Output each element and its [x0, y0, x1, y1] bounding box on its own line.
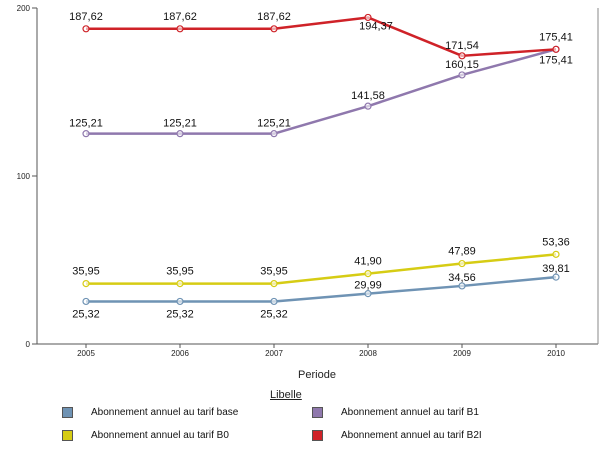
data-point — [176, 280, 184, 288]
data-point — [82, 280, 90, 288]
data-point — [458, 259, 466, 268]
data-label: 25,32 — [166, 308, 194, 320]
data-label: 53,36 — [542, 236, 570, 248]
data-point — [364, 270, 372, 278]
y-tick-label: 200 — [17, 4, 31, 13]
data-label: 187,62 — [163, 11, 197, 23]
data-point — [458, 71, 466, 79]
data-label: 160,15 — [445, 59, 479, 71]
data-label: 34,56 — [448, 272, 476, 284]
data-label: 25,32 — [260, 308, 288, 320]
data-label: 41,90 — [354, 256, 382, 268]
data-label: 35,95 — [260, 266, 288, 278]
data-point — [364, 290, 372, 298]
data-label: 171,54 — [445, 40, 479, 52]
y-tick-label: 100 — [17, 172, 31, 181]
data-point — [458, 52, 466, 60]
legend-swatch-b2i — [312, 429, 323, 441]
data-label: 29,99 — [354, 280, 382, 292]
data-label: 35,95 — [72, 266, 100, 278]
legend-item-b2i: Abonnement annuel au tarif B2I — [312, 428, 482, 442]
data-point — [270, 25, 278, 33]
data-label: 35,95 — [166, 266, 194, 278]
data-point — [364, 13, 372, 22]
legend-label-base: Abonnement annuel au tarif base — [91, 406, 239, 418]
legend-label-b0: Abonnement annuel au tarif B0 — [91, 429, 229, 441]
data-label: 125,21 — [69, 118, 103, 130]
data-point — [458, 282, 466, 290]
data-label: 187,62 — [69, 11, 103, 23]
series-line-1 — [86, 48, 557, 135]
legend-label-b1: Abonnement annuel au tarif B1 — [341, 406, 479, 418]
data-label: 125,21 — [163, 118, 197, 130]
series-line-3 — [86, 16, 557, 58]
x-axis-title: Periode — [298, 369, 336, 381]
data-point — [82, 25, 90, 33]
legend-swatch-base — [62, 406, 73, 418]
data-point — [176, 297, 184, 306]
chart-data-labels: 25,32 25,32 25,32 29,99 34,56 39,81 35,95 35,95… — [69, 11, 573, 321]
data-label: 194,37 — [359, 20, 393, 32]
data-point — [552, 45, 560, 53]
x-tick-label: 2005 — [77, 349, 95, 358]
x-tick-label: 2010 — [547, 349, 565, 358]
legend-item-b0: Abonnement annuel au tarif B0 — [62, 428, 229, 442]
x-tick-label: 2006 — [171, 349, 189, 358]
y-tick-label: 0 — [26, 340, 31, 349]
data-label: 175,41 — [539, 31, 573, 43]
legend-swatch-b0 — [62, 429, 73, 441]
data-point — [270, 130, 278, 138]
x-tick-label: 2009 — [453, 349, 471, 358]
data-label: 141,58 — [351, 90, 385, 102]
data-point — [270, 280, 278, 288]
data-point — [364, 102, 372, 110]
legend-label-b2i: Abonnement annuel au tarif B2I — [341, 429, 482, 441]
legend-swatch-b1 — [312, 406, 323, 418]
data-point — [176, 130, 184, 138]
data-label: 187,62 — [257, 11, 291, 23]
legend: Libelle Abonnement annuel au tarif base … — [0, 385, 600, 450]
data-label: 39,81 — [542, 263, 570, 275]
x-tick-label: 2007 — [265, 349, 283, 358]
legend-title: Libelle — [270, 389, 302, 401]
legend-item-b1: Abonnement annuel au tarif B1 — [312, 405, 479, 419]
data-point — [176, 25, 184, 33]
series-line-0 — [86, 275, 557, 303]
data-label: 175,41 — [539, 54, 573, 66]
data-label: 25,32 — [72, 308, 100, 320]
data-point — [82, 297, 90, 306]
chart-axes: 0 100 200 2005 2006 2007 2008 2009 2010 Periode — [17, 4, 599, 381]
data-point — [82, 130, 90, 138]
line-chart: 0 100 200 2005 2006 2007 2008 2009 2010 Periode 2… — [17, 4, 599, 381]
data-point — [552, 250, 560, 258]
chart-series — [82, 13, 560, 306]
data-point — [552, 273, 560, 281]
series-line-2 — [86, 253, 557, 285]
data-label: 47,89 — [448, 246, 476, 258]
data-point — [270, 297, 278, 306]
x-tick-label: 2008 — [359, 349, 377, 358]
legend-item-base: Abonnement annuel au tarif base — [62, 405, 238, 419]
data-label: 125,21 — [257, 118, 291, 130]
